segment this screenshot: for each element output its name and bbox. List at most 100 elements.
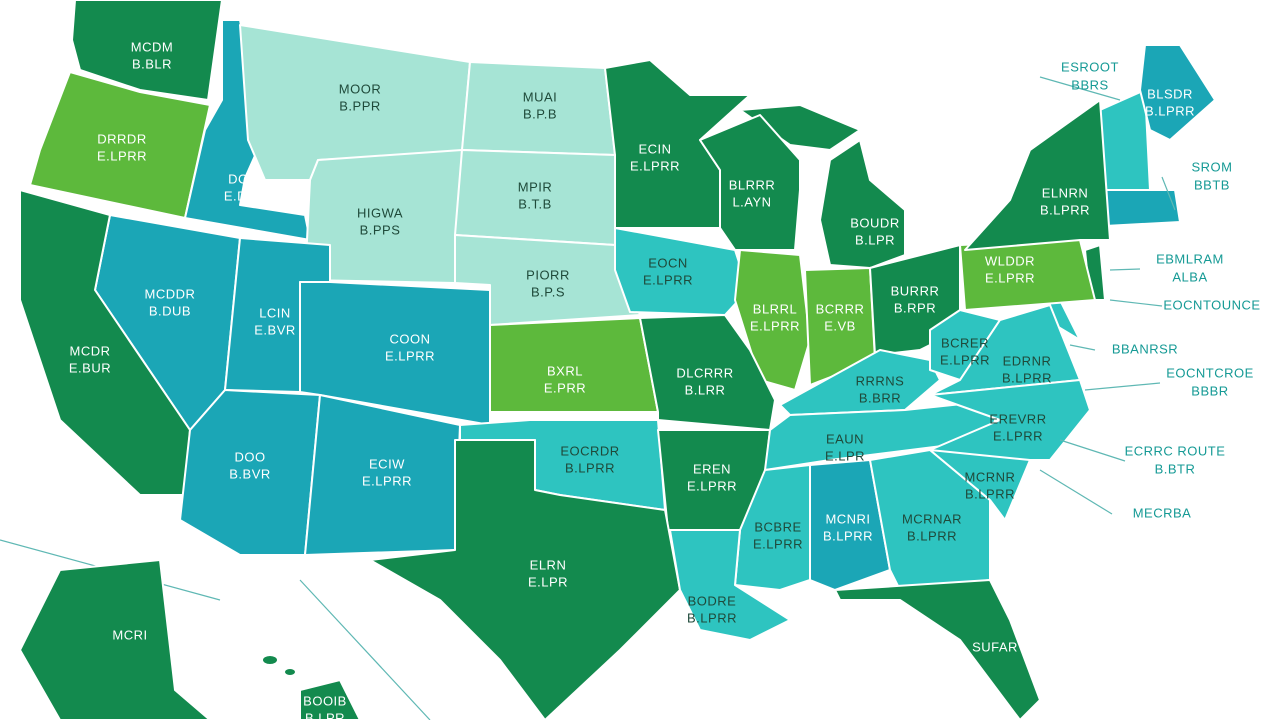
state-name: MOOR (339, 81, 381, 96)
state-name: BCRER (941, 335, 989, 350)
state-value: B.LPRR (907, 528, 957, 543)
callout-name: EBMLRAM (1156, 251, 1224, 266)
callout-name: ECRRC ROUTE (1125, 443, 1226, 458)
state-value: E.LPRR (687, 478, 737, 493)
state-value: B.RPR (894, 300, 936, 315)
leader (1039, 469, 1113, 515)
state-value: B.LPRR (1145, 103, 1195, 118)
state-shape (669, 529, 791, 641)
state-name: MCRNR (965, 469, 1016, 484)
state-value: B.LPR (855, 232, 895, 247)
state-shape (71, 0, 223, 101)
state-value: E.LPRR (362, 473, 412, 488)
state-name: DRRDR (97, 131, 146, 146)
state-name: WLDDR (985, 253, 1035, 268)
leader (1109, 268, 1141, 271)
state-value: E.BUR (69, 360, 111, 375)
state-value: E.LPRR (643, 272, 693, 287)
state-shapes (0, 0, 1216, 720)
state-value: B.LPRR (823, 528, 873, 543)
state-name: EOCN (648, 255, 688, 270)
island (261, 654, 279, 666)
state-name: MUAI (523, 89, 558, 104)
leader (299, 579, 431, 720)
state-labels: MCDM B.BLR DRRDR E.LPRR DCDI E.DVR MOOR B.PPR MU… (69, 39, 1260, 720)
state-value: E.VB (824, 318, 856, 333)
state-value: E.LPRR (985, 270, 1035, 285)
callout-name: MECRBA (1133, 505, 1192, 520)
state-name: EOCRDR (560, 443, 619, 458)
state-name: MCRNAR (902, 511, 962, 526)
state-name: BOUDR (850, 215, 899, 230)
state-shape (809, 459, 891, 591)
state-value: B.T.B (518, 196, 552, 211)
state-shape (639, 314, 776, 431)
state-value: E.BVR (254, 322, 296, 337)
state-value: B.P.B (523, 106, 557, 121)
callout-name: SROM (1192, 159, 1233, 174)
state-value: B.LPRR (1040, 202, 1090, 217)
callout-name: EOCNTCROE (1166, 365, 1254, 380)
state-name: BLSDR (1147, 86, 1193, 101)
state-value: B.LPRR (687, 610, 737, 625)
state-name: MPIR (518, 179, 553, 194)
callout-value: ALBA (1172, 269, 1207, 284)
state-name: PIORR (526, 267, 570, 282)
state-shape (819, 139, 906, 269)
state-shape (834, 579, 1041, 720)
state-shape (929, 449, 1031, 521)
leader (1069, 344, 1096, 351)
state-value: B.BVR (229, 466, 271, 481)
state-value: E.PRR (544, 380, 586, 395)
leader (1059, 439, 1126, 462)
state-value: B.LRR (685, 382, 726, 397)
state-name: RRRNS (856, 373, 905, 388)
state-value: E.LPRR (385, 348, 435, 363)
state-value: B.LPRR (965, 486, 1015, 501)
state-value: B.BLR (132, 56, 172, 71)
island (283, 667, 297, 677)
state-name: DCDI (228, 171, 262, 186)
state-value: E.LPR (528, 574, 568, 589)
state-name: DOO (234, 449, 265, 464)
state-name: EAUN (826, 431, 864, 446)
callout-value: BBBR (1191, 383, 1228, 398)
callout-name: ESROOT (1061, 59, 1119, 74)
state-name: BXRL (547, 363, 583, 378)
leader (1109, 299, 1163, 307)
state-value: E.LPRR (630, 158, 680, 173)
leader (1161, 176, 1176, 211)
state-name: EREN (693, 461, 731, 476)
state-value: B.DUB (149, 303, 191, 318)
state-name: DLCRRR (676, 365, 733, 380)
state-name: EREVRR (989, 411, 1046, 426)
state-value: B.P.S (531, 284, 565, 299)
callout-name: EOCNTOUNCE (1163, 297, 1260, 312)
state-name: BLRRR (729, 177, 776, 192)
state-shape (304, 149, 463, 284)
state-value: B.PPS (360, 222, 401, 237)
state-shape (299, 679, 361, 720)
callout-value: BBRS (1071, 77, 1108, 92)
state-shape (369, 439, 681, 720)
state-name: BODRE (688, 593, 737, 608)
state-value: E.LPR (825, 448, 865, 463)
state-name: EDRNR (1003, 353, 1052, 368)
state-name: MCNRI (825, 511, 870, 526)
state-name: COON (390, 331, 431, 346)
state-value: E.LPRR (993, 428, 1043, 443)
callout-value: B.BTR (1155, 461, 1196, 476)
state-value: E.DVR (224, 188, 266, 203)
state-value: L.AYN (732, 194, 771, 209)
leader (1084, 382, 1161, 391)
state-value: B.LPR (305, 710, 345, 720)
state-value: E.LPRR (750, 318, 800, 333)
state-name: BLRRL (753, 301, 797, 316)
state-name: HIGWA (357, 205, 403, 220)
state-name: BCRRR (816, 301, 865, 316)
state-value: E.LPRR (940, 352, 990, 367)
state-name: LCIN (259, 305, 291, 320)
state-shape (734, 249, 811, 391)
